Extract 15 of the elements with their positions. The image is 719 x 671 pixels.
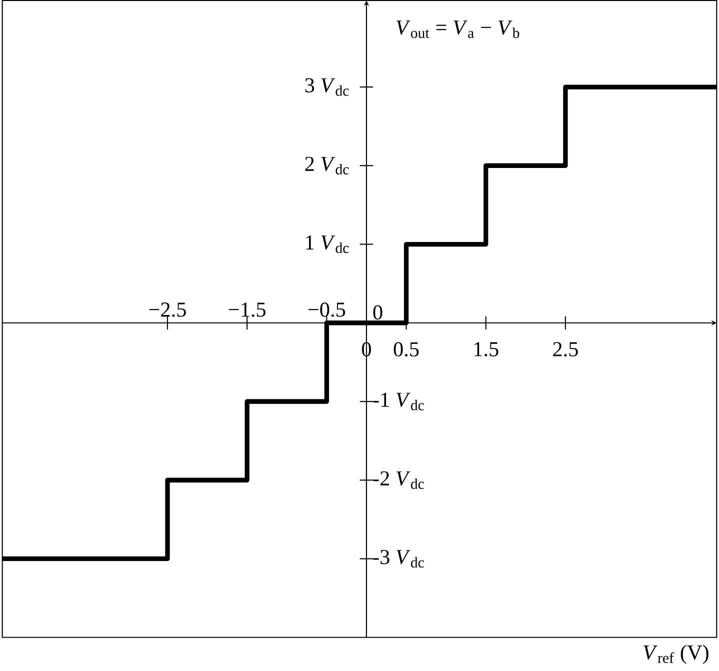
x2-tick-label: −0.5: [308, 302, 346, 317]
y-tick-label: 2 V$_{dc}$: [305, 156, 349, 174]
y2-tick-label: -2 V$_{dc}$: [373, 471, 424, 489]
annotation: V$_{out}$ = V$_{a}$ − V$_{b}$: [396, 20, 520, 38]
y2-tick-label: -3 V$_{dc}$: [373, 550, 424, 568]
x-tick-label: 1.5: [474, 342, 498, 356]
y-tick-label: 1 V$_{dc}$: [306, 235, 349, 254]
x-tick-label: 2.5: [553, 342, 578, 356]
x-tick-label: 0.5: [394, 342, 419, 357]
y2-tick-label: 0: [373, 305, 382, 320]
y2-tick-label: -1 V$_{dc}$: [373, 392, 424, 410]
x2-tick-label: −1.5: [228, 302, 266, 317]
x-axis-title: V$_{ref}$ (V): [644, 644, 708, 664]
x2-tick-label: −2.5: [149, 302, 186, 317]
y-tick-label: 3 V$_{dc}$: [305, 78, 349, 96]
